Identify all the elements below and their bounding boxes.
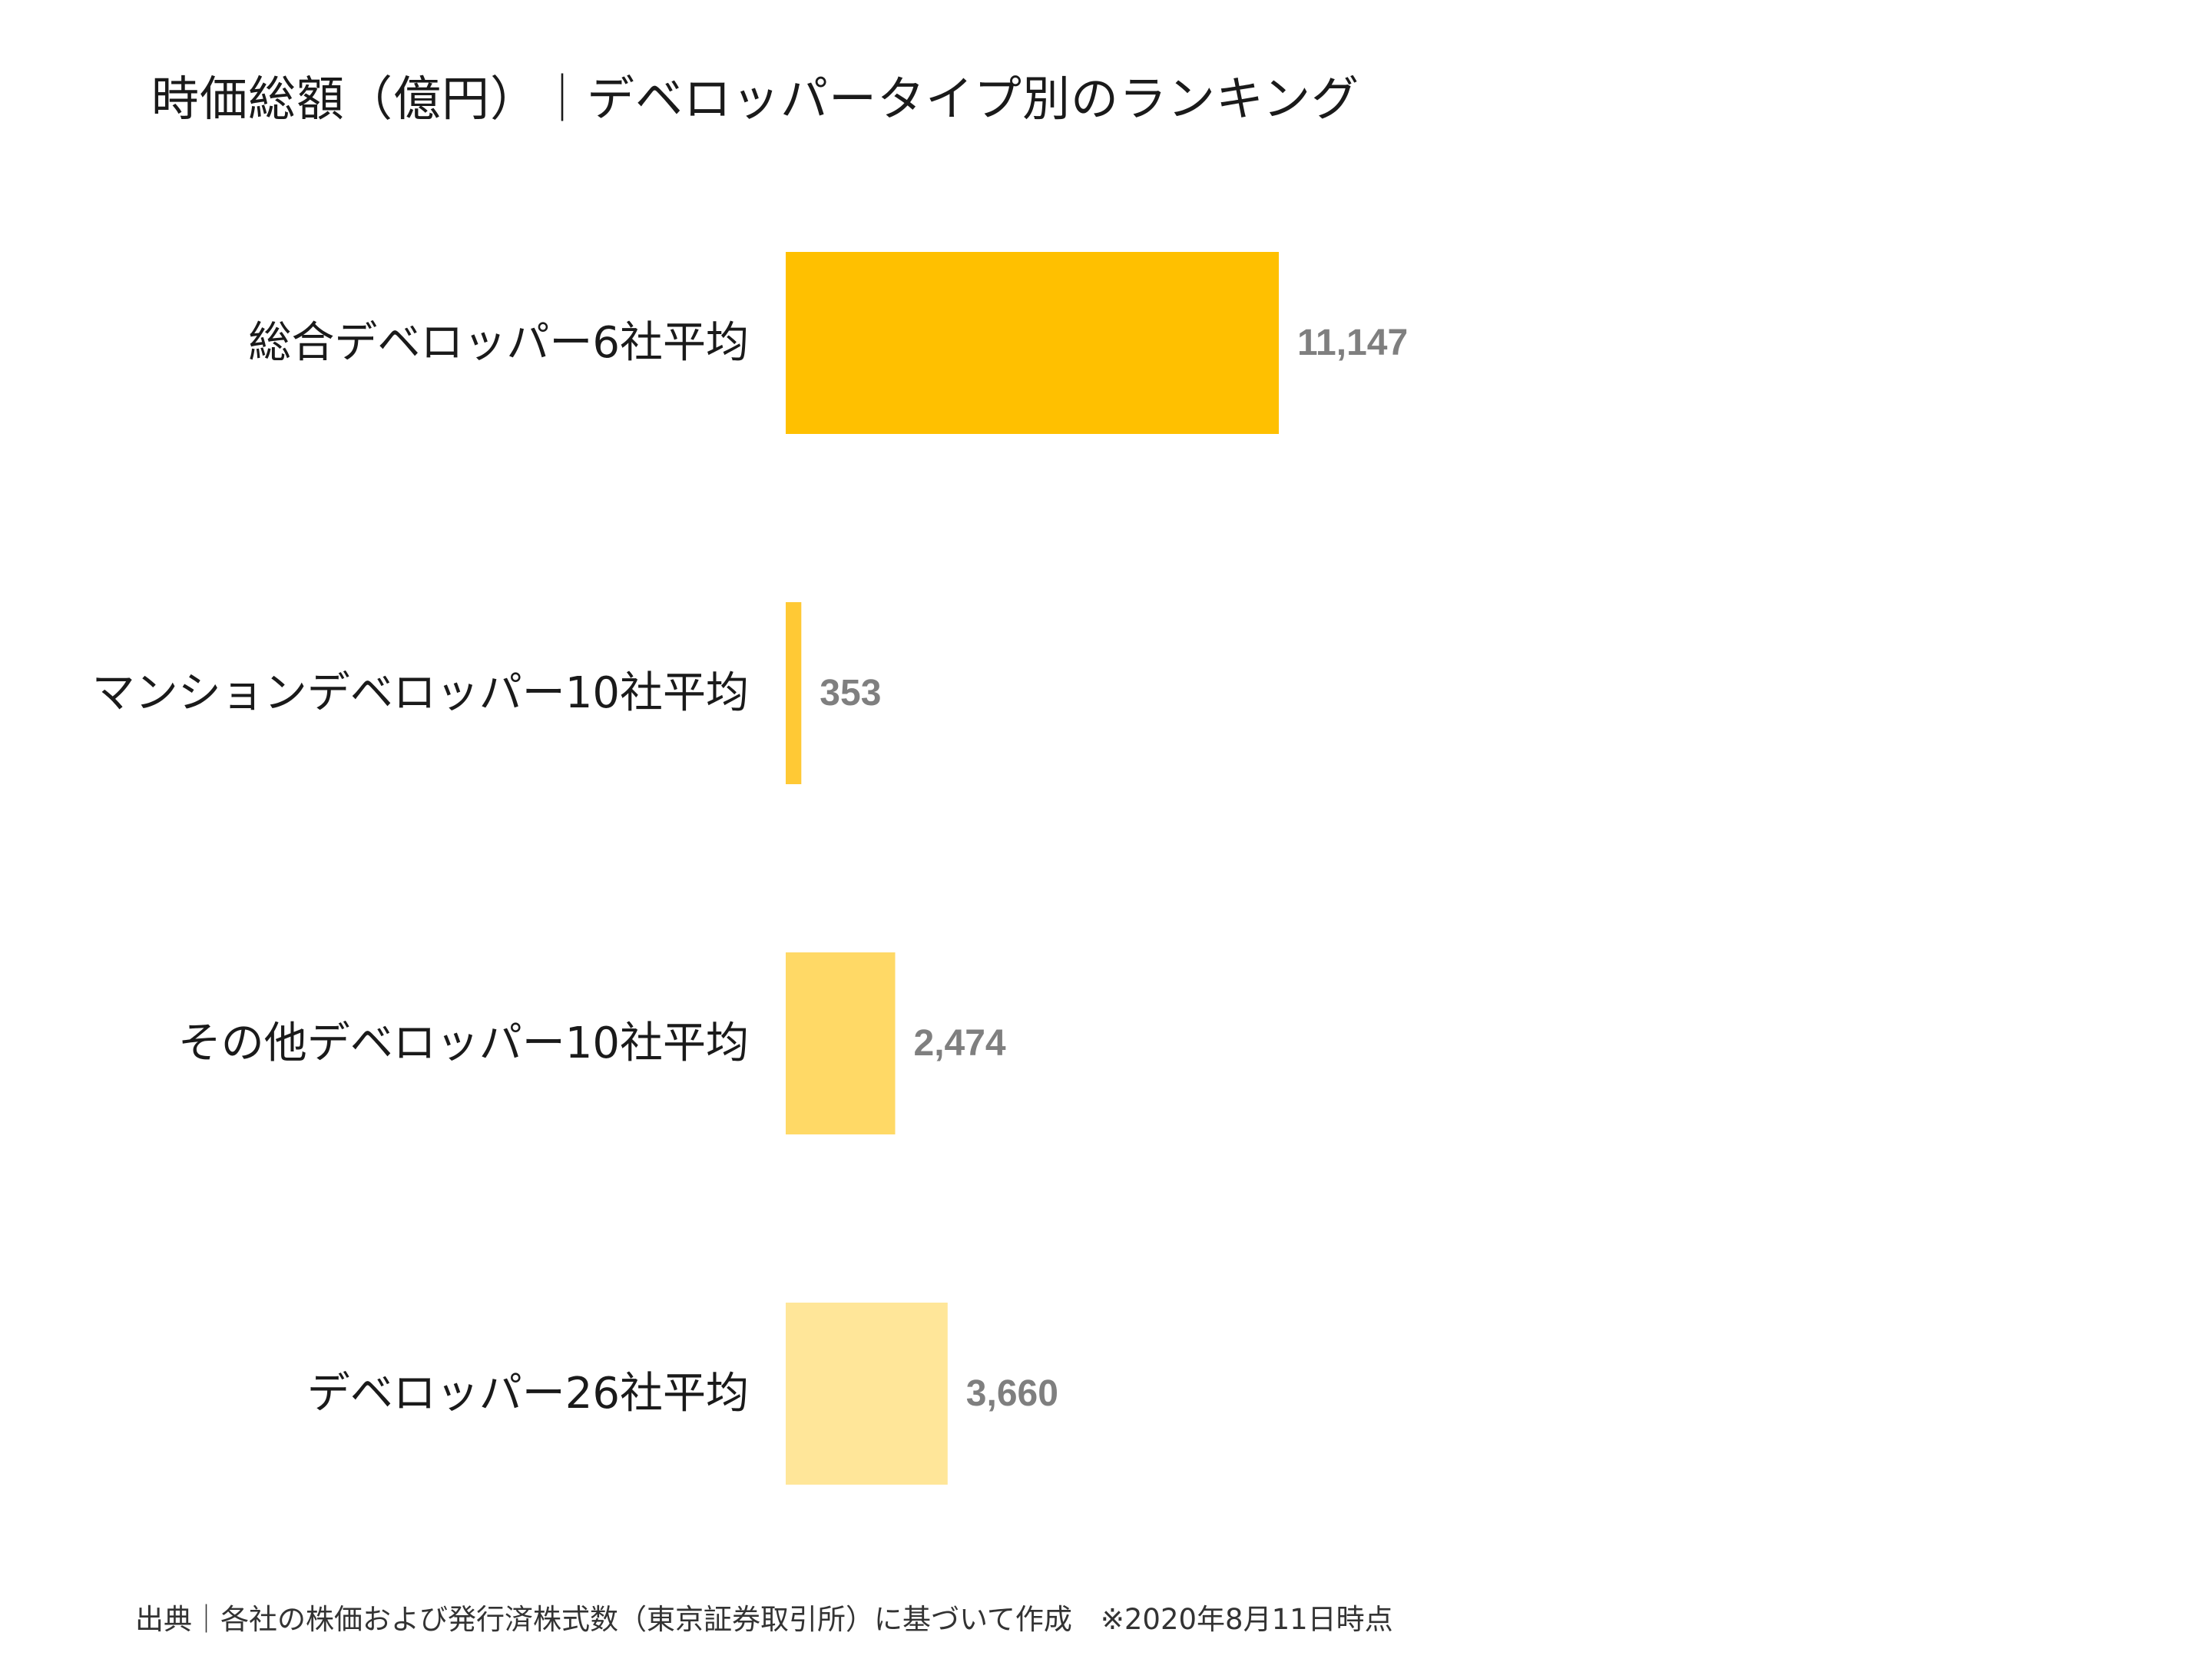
- value-label-4: 3,660: [966, 1373, 1058, 1414]
- category-label-3: その他デベロッパー10社平均: [178, 1018, 749, 1068]
- category-label-4: デベロッパー26社平均: [307, 1369, 749, 1419]
- category-label-1: 総合デベロッパー6社平均: [248, 318, 749, 368]
- source-note: 出典｜各社の株価および発行済株式数（東京証券取引所）に基づいて作成 ※2020年…: [135, 1603, 1393, 1636]
- category-label-2: マンションデベロッパー10社平均: [92, 668, 749, 718]
- bar-3: [786, 952, 896, 1134]
- value-label-3: 2,474: [914, 1023, 1006, 1064]
- bar-2: [786, 602, 802, 784]
- chart-title: 時価総額（億円）｜デベロッパータイプ別のランキング: [151, 71, 1360, 127]
- value-label-2: 353: [820, 673, 881, 714]
- value-label-1: 11,147: [1297, 323, 1408, 363]
- bar-4: [786, 1303, 948, 1485]
- bar-1: [786, 252, 1279, 434]
